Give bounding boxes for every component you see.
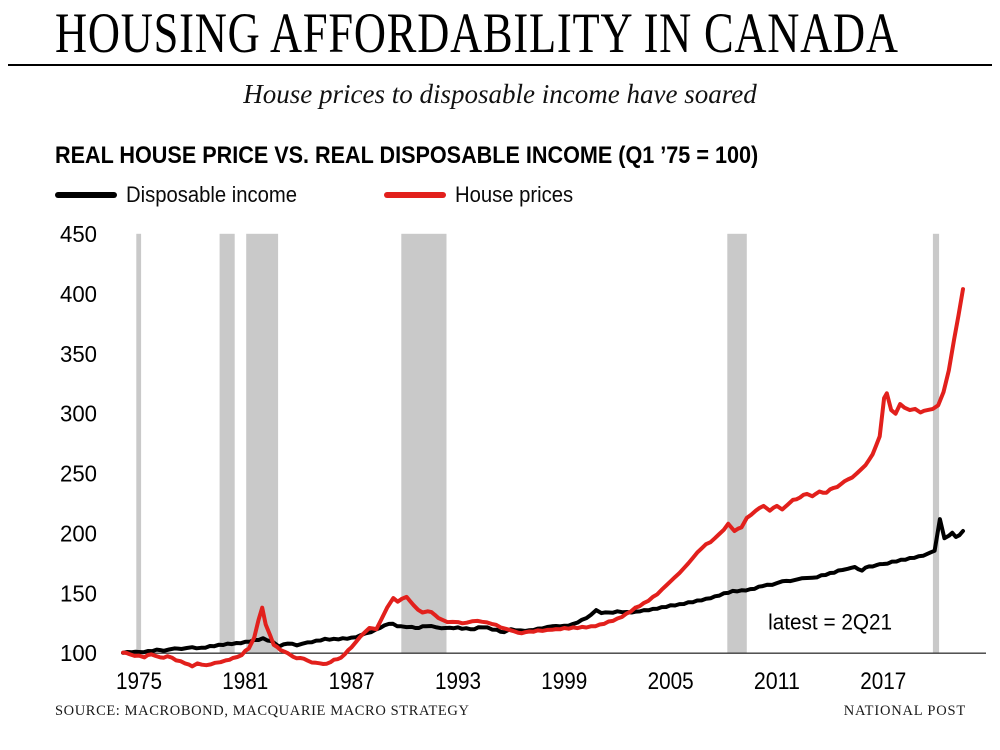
publisher-credit: NATIONAL POST — [843, 703, 966, 719]
legend-label-house-prices: House prices — [454, 182, 573, 207]
source-credit: SOURCE: MACROBOND, MACQUARIE MACRO STRAT… — [55, 703, 470, 719]
x-tick-label: 1981 — [222, 668, 268, 695]
recession-band — [727, 233, 747, 654]
y-tick-label: 400 — [60, 281, 97, 307]
y-tick-label: 250 — [60, 461, 97, 487]
y-tick-label: 350 — [60, 341, 97, 367]
y-tick-label: 300 — [60, 401, 97, 427]
house-prices-line-swatch — [383, 192, 446, 198]
x-tick-label: 1987 — [329, 668, 375, 695]
latest-value-annotation: latest = 2Q21 — [768, 610, 892, 635]
legend-item-house-prices: House prices — [383, 182, 583, 208]
series-line-disposable-income — [121, 517, 965, 655]
x-tick-label: 2011 — [754, 668, 800, 695]
disposable-income-line-swatch — [55, 192, 117, 198]
legend-label-disposable-income: Disposable income — [126, 182, 298, 207]
recession-band — [401, 233, 447, 654]
title-divider-rule — [8, 64, 992, 66]
x-tick-label: 1993 — [435, 668, 481, 695]
y-tick-label: 450 — [60, 221, 97, 247]
x-tick-label: 2017 — [860, 668, 906, 695]
chart-title: REAL HOUSE PRICE VS. REAL DISPOSABLE INC… — [55, 142, 759, 169]
y-tick-label: 150 — [60, 580, 97, 606]
y-tick-label: 100 — [60, 640, 97, 666]
x-tick-label: 1975 — [116, 668, 162, 695]
page-title: HOUSING AFFORDABILITY IN CANADA — [55, 2, 899, 65]
chart-legend: Disposable income House prices — [55, 182, 583, 208]
recession-band — [219, 233, 235, 654]
x-tick-label: 1999 — [541, 668, 587, 695]
y-tick-label: 200 — [60, 520, 97, 546]
recession-band — [136, 233, 142, 654]
page-subtitle: House prices to disposable income have s… — [243, 79, 757, 109]
x-tick-label: 2005 — [648, 668, 694, 695]
recession-band — [932, 233, 940, 654]
recession-band — [246, 233, 279, 654]
series-line-house-prices — [121, 287, 965, 669]
legend-item-disposable-income: Disposable income — [55, 182, 312, 208]
